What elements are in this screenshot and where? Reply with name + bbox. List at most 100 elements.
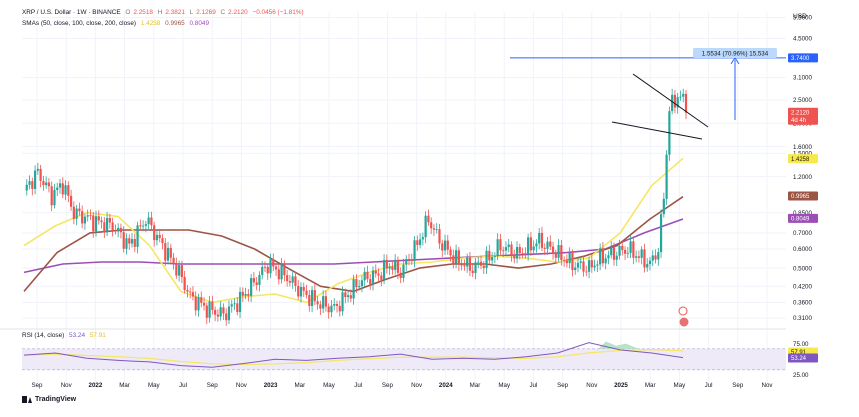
candle-body: [527, 237, 530, 255]
candle-body: [166, 247, 170, 261]
candle-body: [468, 257, 472, 271]
price-tick-label: 2.5000: [793, 97, 812, 104]
candle-body: [371, 270, 375, 285]
candle-body: [474, 262, 477, 274]
sma-100-badge-box: [788, 191, 818, 201]
candle-body: [175, 263, 178, 276]
chart-drawings[interactable]: 1.5534 (70.96%) 15,534: [510, 48, 786, 327]
price-badge: 2.2120: [791, 111, 810, 117]
candle-body: [161, 238, 164, 244]
candle-body: [557, 245, 560, 258]
candle-body: [283, 264, 286, 276]
candle-body: [482, 265, 485, 268]
candle-body: [147, 217, 150, 225]
triangle-lower-line: [611, 121, 703, 140]
time-tick-label: Jul: [354, 382, 362, 389]
candle-body: [585, 271, 588, 273]
tradingview-brand[interactable]: TradingView: [22, 396, 76, 403]
price-tick-label: 0.7000: [793, 230, 812, 237]
sma-200-polyline: [23, 218, 684, 274]
symbol-title: XRP / U.S. Dollar · 1W · BINANCE: [22, 9, 121, 16]
rsi-badge: 53.24: [791, 356, 807, 362]
rsi-ma-badge: 57.91: [791, 350, 807, 356]
candle-body: [402, 264, 405, 278]
candle-body: [455, 250, 458, 264]
candle-body: [31, 181, 34, 189]
price-tick-label: 1.2000: [793, 174, 812, 181]
time-tick-label: 2023: [264, 382, 278, 389]
close-label: C: [220, 9, 226, 16]
candle-body: [130, 239, 134, 244]
candle-body: [227, 306, 231, 321]
candle-body: [128, 238, 131, 244]
candle-body: [305, 290, 308, 295]
candle-body: [333, 304, 336, 306]
candle-body: [618, 245, 621, 256]
candle-body: [119, 227, 123, 233]
open-label: O: [125, 9, 131, 16]
tradingview-logo-icon: [22, 396, 32, 403]
candle-body: [510, 244, 513, 256]
time-tick-label: Nov: [61, 382, 73, 389]
rsi-tick-label: 25.00: [793, 372, 809, 379]
candle-body: [463, 265, 466, 267]
brand-label: TradingView: [35, 396, 77, 403]
candle-body: [319, 304, 322, 309]
candle-body: [377, 273, 380, 276]
candle-body: [452, 255, 455, 264]
candle-body: [502, 250, 505, 252]
candle-body: [50, 186, 53, 206]
candle-body: [546, 241, 549, 249]
candle-body: [45, 182, 48, 186]
candle-body: [208, 301, 211, 318]
rsi-tick-label: 75.00: [793, 341, 809, 348]
symbol-legend: XRP / U.S. Dollar · 1W · BINANCE O 2.2518…: [22, 8, 307, 17]
candle-body: [648, 260, 652, 265]
candle-body: [25, 184, 28, 191]
candle-body: [623, 249, 627, 254]
candle-body: [635, 256, 638, 258]
candle-body: [142, 225, 145, 227]
sma-50-value: 1.4258: [140, 20, 161, 27]
candle-body: [225, 313, 228, 321]
time-tick-label: Nov: [236, 382, 248, 389]
candle-body: [416, 240, 419, 245]
price-badge-box: [788, 107, 818, 125]
rsi-badge-box: [788, 353, 818, 363]
sma-50-badge-box: [788, 154, 818, 164]
time-tick-label: Sep: [557, 382, 569, 389]
sma-200-badge-box: [788, 213, 818, 223]
candle-body: [108, 217, 111, 223]
candle-body: [241, 291, 244, 296]
measure-label-box: [693, 48, 777, 58]
candle-body: [202, 302, 206, 306]
candle-body: [280, 264, 283, 280]
time-tick-label: May: [148, 382, 161, 389]
event-icon: [678, 306, 688, 316]
time-tick-label: 2024: [439, 382, 453, 389]
candle-body: [144, 224, 147, 226]
candle-body: [610, 247, 613, 256]
candle-body: [78, 208, 81, 212]
candle-body: [247, 293, 250, 296]
candle-body: [515, 247, 519, 259]
candle-body: [86, 215, 89, 217]
triangle-upper-line: [632, 73, 709, 128]
candle-body: [427, 215, 430, 223]
price-axis[interactable]: USD5.50004.50003.10002.50002.00001.60001…: [788, 13, 818, 379]
rsi-overbought-fill: [598, 341, 640, 349]
candle-body: [682, 93, 685, 97]
price-tick-label: 0.8500: [793, 210, 812, 217]
candle-body: [599, 248, 602, 265]
rsi-label: RSI (14, close): [22, 332, 65, 339]
candle-body: [477, 261, 480, 263]
candle-body: [504, 247, 508, 251]
candle-body: [338, 306, 341, 312]
candle-body: [81, 211, 84, 224]
time-tick-label: Jul: [179, 382, 187, 389]
candle-body: [158, 234, 161, 239]
time-axis[interactable]: Sep Nov 2022 Mar May Jul Sep Nov 2023 Mar May Jul Se…: [31, 382, 773, 389]
candle-body: [94, 216, 98, 232]
candle-body: [543, 247, 546, 249]
